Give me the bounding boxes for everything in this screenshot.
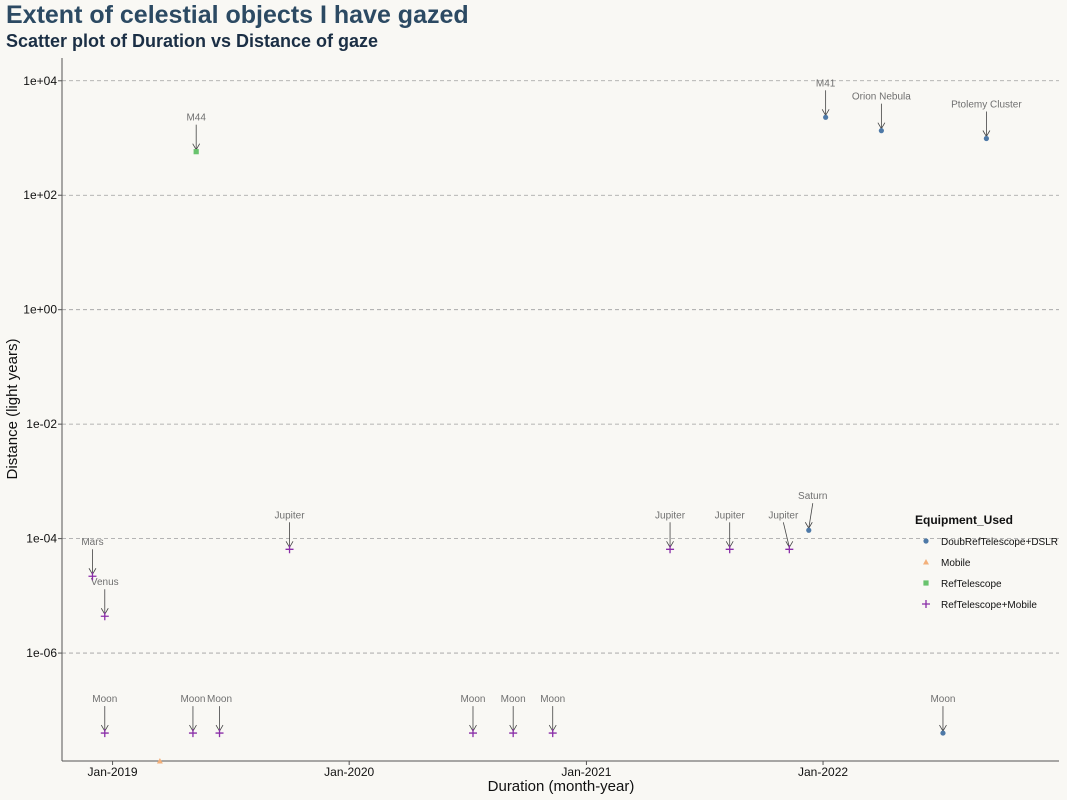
y-tick-label: 1e-02: [26, 417, 57, 431]
data-point: [509, 729, 518, 738]
annotation-label: Mars: [81, 537, 103, 548]
legend-item-label: DoubRefTelescope+DSLR: [941, 537, 1058, 548]
annotation-label: Saturn: [798, 491, 827, 502]
data-point: [785, 545, 794, 554]
annotation-label: Jupiter: [655, 510, 686, 521]
y-tick-label: 1e+02: [23, 188, 57, 202]
x-tick-label: Jan-2020: [324, 765, 374, 779]
annotation-label: Jupiter: [768, 510, 799, 521]
data-point: [940, 730, 946, 736]
annotation-label: M44: [186, 113, 206, 124]
annotation-label: Moon: [540, 694, 565, 705]
x-tick-label: Jan-2019: [88, 765, 138, 779]
data-point: [666, 545, 675, 554]
data-point: [878, 128, 884, 134]
y-axis-label: Distance (light years): [4, 339, 21, 480]
legend-key: [923, 538, 929, 544]
legend-item-label: RefTelescope: [941, 579, 1002, 590]
annotation-label: Moon: [501, 694, 526, 705]
legend-key: [923, 580, 929, 586]
y-tick-label: 1e-04: [26, 532, 57, 546]
y-tick-label: 1e+04: [23, 74, 57, 88]
annotation-label: Moon: [930, 694, 955, 705]
annotation-label: Moon: [92, 694, 117, 705]
data-point: [823, 114, 829, 120]
annotation-label: Jupiter: [715, 510, 746, 521]
data-point: [725, 545, 734, 554]
x-tick-label: Jan-2021: [561, 765, 611, 779]
annotation-label: Moon: [207, 694, 232, 705]
data-points: [88, 114, 989, 764]
annotation-label: Moon: [180, 694, 205, 705]
annotation-label: Jupiter: [275, 510, 306, 521]
legend-key: [923, 559, 929, 565]
annotation-label: Ptolemy Cluster: [951, 100, 1022, 111]
legend-item-label: RefTelescope+Mobile: [941, 600, 1037, 611]
y-tick-label: 1e+00: [23, 303, 57, 317]
data-point: [188, 729, 197, 738]
legend-item-label: Mobile: [941, 558, 971, 569]
data-point: [100, 612, 109, 621]
data-point: [88, 572, 97, 581]
data-point: [285, 545, 294, 554]
annotation-label: Venus: [91, 577, 119, 588]
annotation-arrow: [808, 503, 814, 529]
annotation-arrow: [782, 522, 790, 548]
x-axis-label: Duration (month-year): [488, 778, 635, 795]
y-ticks: 1e+04 1e+02 1e+00 1e-02 1e-04 1e-06: [23, 74, 62, 660]
grid-lines: [62, 80, 1059, 654]
data-point: [215, 729, 224, 738]
annotation-label: Moon: [460, 694, 485, 705]
chart-title: Extent of celestial objects I have gazed: [6, 1, 469, 29]
data-point: [983, 135, 989, 142]
data-point: [468, 729, 477, 738]
data-point: [156, 758, 163, 764]
data-point: [548, 729, 557, 738]
data-point: [193, 149, 199, 155]
data-point: [806, 527, 812, 533]
annotation-label: Orion Nebula: [852, 92, 911, 103]
legend-title: Equipment_Used: [915, 513, 1013, 527]
annotation-label: M41: [816, 78, 836, 89]
y-tick-label: 1e-06: [26, 646, 57, 660]
x-tick-label: Jan-2022: [798, 765, 848, 779]
chart-subtitle: Scatter plot of Duration vs Distance of …: [6, 31, 379, 51]
legend: Equipment_Used DoubRefTelescope+DSLR Mobil…: [915, 513, 1058, 611]
legend-key: [922, 600, 930, 608]
data-point: [100, 729, 109, 738]
x-ticks: Jan-2019 Jan-2020 Jan-2021 Jan-2022: [88, 761, 848, 779]
